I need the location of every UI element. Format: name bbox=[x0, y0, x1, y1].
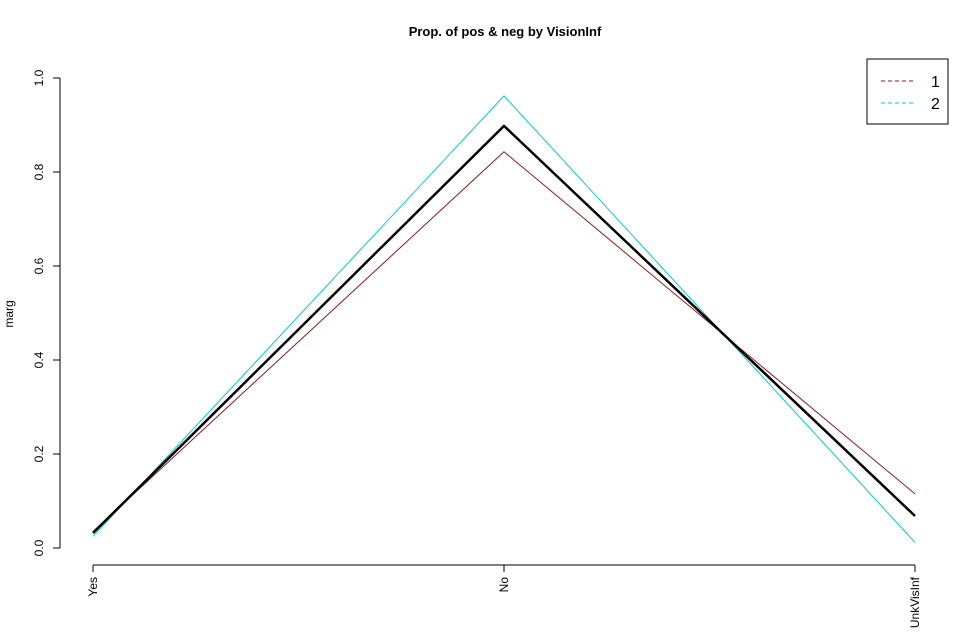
legend-label-1: 1 bbox=[931, 74, 940, 91]
y-tick-label: 0.4 bbox=[32, 351, 46, 368]
y-axis: 0.0 0.2 0.4 0.6 0.8 1.0 bbox=[32, 69, 61, 556]
x-axis: Yes No UnkVisInf bbox=[86, 564, 922, 628]
legend-box bbox=[866, 58, 949, 125]
x-tick-label: UnkVisInf bbox=[908, 576, 922, 628]
y-axis-label: marg bbox=[2, 300, 16, 327]
y-tick-label: 0.2 bbox=[32, 445, 46, 462]
y-tick-label: 1.0 bbox=[32, 69, 46, 86]
series-lines bbox=[92, 95, 916, 543]
chart-title: Prop. of pos & neg by VisionInf bbox=[409, 24, 602, 39]
y-tick-label: 0.6 bbox=[32, 257, 46, 274]
y-tick-label: 0.0 bbox=[32, 539, 46, 556]
series-line-1 bbox=[92, 151, 916, 532]
y-tick-label: 0.8 bbox=[32, 163, 46, 180]
x-tick-label: Yes bbox=[86, 577, 100, 597]
series-line-overall bbox=[92, 124, 916, 534]
series-line-2 bbox=[92, 95, 916, 543]
legend: 12 bbox=[866, 58, 949, 125]
legend-label-2: 2 bbox=[931, 96, 940, 113]
x-tick-label: No bbox=[497, 577, 511, 593]
